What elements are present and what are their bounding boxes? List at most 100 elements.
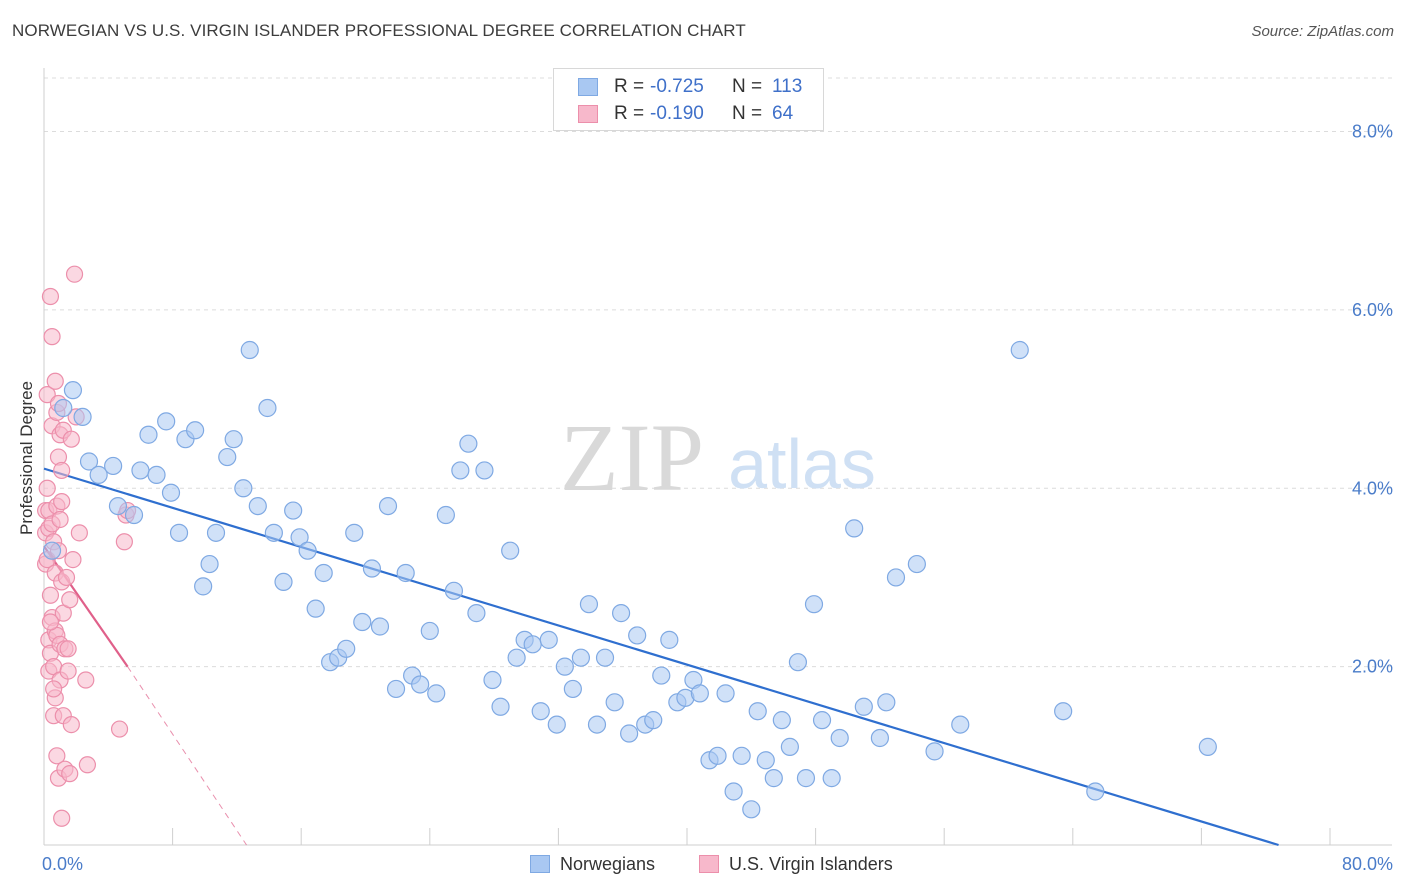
- norwegians-point: [362, 559, 382, 578]
- x-tick-label: 80.0%: [1342, 854, 1393, 874]
- norwegians-point: [1010, 340, 1029, 360]
- norwegians-point: [822, 769, 841, 788]
- norwegians-point: [104, 456, 123, 476]
- norwegians-point: [796, 769, 816, 788]
- correlation-legend: R = -0.725 N = 113 R = -0.190 N = 64: [553, 68, 824, 131]
- norwegians-point: [459, 434, 478, 453]
- norwegians-point: [708, 746, 727, 765]
- norwegians-point: [1086, 782, 1105, 801]
- norwegians-point: [501, 541, 520, 560]
- legend-row-norwegians: R = -0.725 N = 113: [578, 75, 802, 99]
- norwegians-point: [240, 340, 259, 360]
- y-tick-label: 8.0%: [1352, 122, 1393, 142]
- norwegians-point: [716, 684, 735, 703]
- virgin-islanders-point: [77, 671, 95, 689]
- norwegians-point: [780, 737, 799, 756]
- virgin-islanders-point: [62, 430, 80, 448]
- norwegians-point: [89, 465, 108, 484]
- tick-labels: 2.0% 4.0% 6.0% 8.0% 0.0% 80.0%: [42, 122, 1393, 874]
- norwegians-point: [411, 675, 430, 694]
- norwegians-point: [200, 554, 219, 574]
- norwegians-point: [877, 693, 896, 712]
- norwegians-point: [595, 648, 615, 667]
- norwegians-point: [555, 657, 574, 676]
- norwegians-point: [157, 412, 176, 431]
- norwegians-point: [620, 724, 639, 743]
- legend-swatch-virgin-islanders: [578, 105, 598, 123]
- bottom-legend-norwegians: Norwegians: [530, 852, 655, 876]
- norwegians-point: [660, 630, 679, 649]
- norwegians-point: [131, 461, 150, 480]
- norwegians-point: [507, 648, 526, 667]
- virgin-islanders-point: [46, 372, 64, 390]
- norwegians-point: [483, 670, 502, 690]
- axes: [43, 68, 1392, 846]
- norwegians-point: [298, 541, 317, 560]
- legend-swatch-norwegians: [578, 78, 598, 96]
- norwegians-point: [124, 505, 144, 525]
- norwegians-point: [539, 630, 558, 649]
- norwegians-point: [169, 523, 189, 542]
- source-label: Source: ZipAtlas.com: [1251, 23, 1394, 40]
- norwegians-point: [224, 430, 243, 449]
- norwegians-point: [870, 728, 890, 748]
- norwegians-point: [42, 541, 62, 560]
- virgin-islanders-point: [38, 386, 56, 404]
- virgin-islanders-point: [78, 756, 97, 774]
- virgin-islanders-point: [45, 680, 63, 698]
- norwegians-point: [248, 496, 267, 516]
- y-tick-label: 4.0%: [1352, 478, 1393, 498]
- watermark-atlas: atlas: [728, 425, 876, 503]
- virgin-islanders-point: [59, 662, 77, 680]
- legend-r-value: -0.725: [650, 76, 704, 97]
- norwegians-point: [353, 612, 372, 632]
- norwegians-point: [284, 501, 303, 520]
- virgin-islanders-point: [41, 613, 60, 631]
- virgin-islanders-point: [48, 747, 66, 765]
- virgin-islanders-point: [62, 715, 80, 734]
- norwegians-point: [764, 769, 783, 788]
- norwegians-point: [337, 639, 356, 658]
- y-tick-label: 6.0%: [1352, 300, 1393, 320]
- bottom-legend-label: U.S. Virgin Islanders: [729, 853, 893, 874]
- norwegians-point: [218, 447, 237, 467]
- norwegians-point: [314, 563, 333, 583]
- legend-n-value: 113: [772, 76, 803, 97]
- virgin-islanders-point: [51, 510, 69, 529]
- norwegians-point: [925, 742, 944, 761]
- norwegians-point: [396, 563, 415, 583]
- norwegians-point: [290, 528, 309, 547]
- virgin-islanders-point: [53, 493, 71, 511]
- virgin-islanders-point: [65, 265, 84, 283]
- x-tick-label: 0.0%: [42, 854, 83, 874]
- norwegians-point: [451, 461, 470, 480]
- norwegians-point: [370, 617, 390, 636]
- norwegians-point: [531, 702, 550, 721]
- norwegians-trend-line: [43, 467, 1279, 847]
- legend-n-label: N =: [732, 76, 763, 97]
- norwegians-point: [444, 581, 464, 600]
- norwegians-point: [186, 421, 205, 440]
- watermark: ZIP atlas: [560, 404, 876, 511]
- norwegians-point: [830, 728, 849, 748]
- norwegians-point: [724, 782, 743, 801]
- legend-n-value: 64: [772, 103, 794, 124]
- norwegians-point: [345, 523, 364, 542]
- virgin-islanders-point: [53, 809, 71, 827]
- watermark-zip: ZIP: [560, 404, 704, 511]
- legend-r-value: -0.190: [650, 103, 704, 124]
- virgin-islanders-point: [53, 461, 71, 480]
- grid-lines: [44, 77, 1392, 668]
- virgin-islanders-point: [41, 586, 60, 604]
- legend-r-label: R =: [614, 76, 645, 97]
- norwegians-point: [475, 461, 494, 480]
- norwegians-point: [951, 715, 970, 734]
- norwegians-point: [804, 595, 824, 614]
- norwegians-point: [420, 621, 439, 641]
- norwegians-point: [161, 483, 181, 502]
- norwegians-point: [73, 407, 92, 427]
- norwegians-point: [907, 554, 926, 574]
- norwegians-point: [147, 465, 166, 484]
- norwegians-point: [467, 604, 486, 623]
